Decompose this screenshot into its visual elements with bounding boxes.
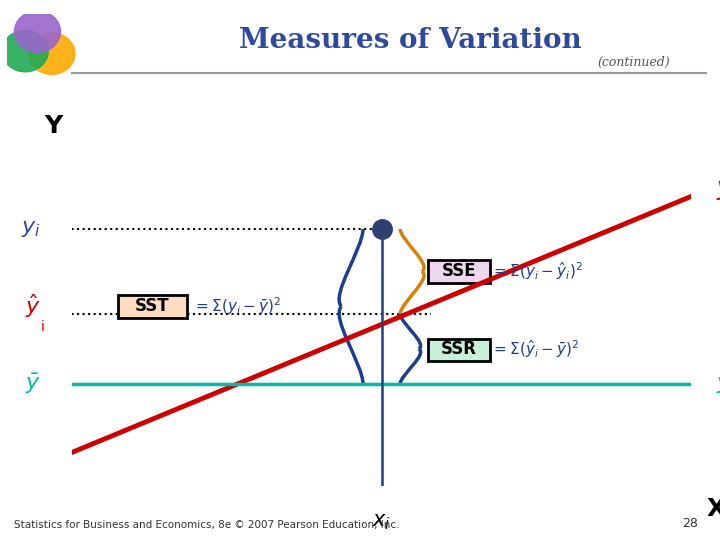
- FancyBboxPatch shape: [428, 260, 490, 283]
- Text: 28: 28: [683, 517, 698, 530]
- Text: $= \Sigma(\hat{y}_i - \bar{y})^2$: $= \Sigma(\hat{y}_i - \bar{y})^2$: [491, 338, 580, 360]
- Text: SSR: SSR: [441, 340, 477, 358]
- Text: X: X: [706, 497, 720, 521]
- Text: $= \Sigma(y_i - \hat{y}_i)^2$: $= \Sigma(y_i - \hat{y}_i)^2$: [491, 260, 583, 282]
- Text: Y: Y: [45, 114, 63, 138]
- FancyBboxPatch shape: [118, 295, 186, 318]
- Text: SSE: SSE: [441, 262, 477, 280]
- Text: $\hat{y}$: $\hat{y}$: [25, 293, 41, 320]
- Text: SST: SST: [135, 298, 170, 315]
- Text: $= \Sigma(y_i - \bar{y})^2$: $= \Sigma(y_i - \bar{y})^2$: [193, 295, 281, 318]
- Circle shape: [14, 11, 60, 52]
- Text: $\bar{y}$: $\bar{y}$: [25, 372, 41, 396]
- Text: i: i: [40, 320, 44, 334]
- Text: Measures of Variation: Measures of Variation: [239, 27, 582, 54]
- Text: Statistics for Business and Economics, 8e © 2007 Pearson Education, Inc.: Statistics for Business and Economics, 8…: [14, 520, 400, 530]
- Text: $y_i$: $y_i$: [21, 219, 41, 239]
- Text: $\bar{y}$: $\bar{y}$: [716, 372, 720, 396]
- Text: $\hat{y}$: $\hat{y}$: [716, 172, 720, 203]
- Circle shape: [29, 33, 75, 75]
- FancyBboxPatch shape: [428, 339, 490, 361]
- Text: (continued): (continued): [597, 56, 670, 69]
- Text: $x_i$: $x_i$: [372, 512, 391, 532]
- Circle shape: [2, 30, 48, 72]
